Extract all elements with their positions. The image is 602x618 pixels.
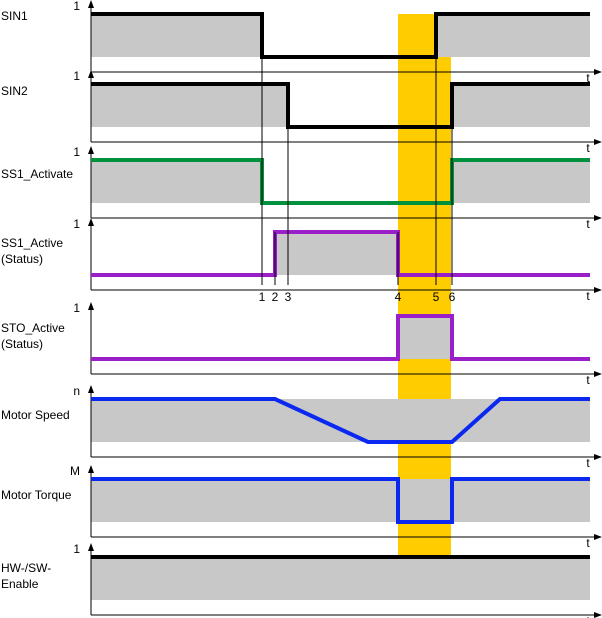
y-tick-label-ss1-active: 1 <box>73 217 80 231</box>
event-marker-lines <box>261 57 453 285</box>
waveform-sin2 <box>91 82 590 129</box>
signal-fill-motor-torque <box>91 479 590 522</box>
signal-label-hw-sw-enable: HW-/SW- <box>1 561 51 575</box>
signal-panel-motor-speed: n t Motor Speed <box>1 384 602 470</box>
signal-panel-sto-active: 1 t STO_Active (Status) <box>1 301 602 387</box>
signal-fill-ss1-activate <box>91 160 262 203</box>
marker-label-4: 4 <box>395 290 402 304</box>
y-tick-label-sin1: 1 <box>73 0 80 13</box>
marker-label-1: 1 <box>259 290 266 304</box>
waveform-ss1-activate <box>91 158 590 205</box>
y-tick-label-ss1-activate: 1 <box>73 145 80 159</box>
time-axis-label-sto-active: t <box>586 373 590 387</box>
y-tick-label-hw-sw-enable: 1 <box>73 542 80 556</box>
signal-label-motor-speed: Motor Speed <box>1 408 70 422</box>
time-axis-label-hw-sw-enable: t <box>586 614 590 618</box>
signal-fill-sin1 <box>91 14 262 57</box>
signal-fill-motor-speed <box>91 399 590 442</box>
signal-fill-sto-active <box>398 316 452 359</box>
waveform-motor-speed <box>91 397 590 444</box>
y-tick-label-sto-active: 1 <box>73 301 80 315</box>
waveform-sto-active <box>91 314 590 361</box>
signal-panel-hw-sw-enable: 1 t HW-/SW- Enable <box>1 542 602 618</box>
time-axis-label-sin2: t <box>586 141 590 155</box>
signal-label-sin1: SIN1 <box>1 9 28 23</box>
y-tick-label-motor-torque: M <box>70 464 80 478</box>
y-tick-label-sin2: 1 <box>73 69 80 83</box>
time-axis-label-ss1-activate: t <box>586 217 590 231</box>
y-tick-label-motor-speed: n <box>73 384 80 398</box>
signal-fill-hw-sw-enable <box>91 557 590 600</box>
signal-label-sto-active: (Status) <box>1 337 43 351</box>
waveform-sin1 <box>91 12 590 59</box>
signal-label-hw-sw-enable: Enable <box>1 577 39 591</box>
marker-label-3: 3 <box>285 290 292 304</box>
marker-label-5: 5 <box>433 290 440 304</box>
waveform-motor-torque <box>91 477 590 524</box>
time-axis-label-ss1-active: t <box>586 289 590 303</box>
signal-panel-sin2: 1 t SIN2 <box>1 69 602 155</box>
event-marker-labels: 1 2 3 4 5 6 <box>259 290 456 304</box>
signal-panel-ss1-active: 1 t SS1_Active (Status) <box>1 217 602 303</box>
signal-label-sto-active: STO_Active <box>1 321 65 335</box>
highlight-band <box>398 14 451 556</box>
signal-fill-sin2 <box>452 84 590 127</box>
time-axis-label-motor-torque: t <box>586 536 590 550</box>
signal-label-ss1-active: (Status) <box>1 252 43 266</box>
marker-label-6: 6 <box>449 290 456 304</box>
signal-fill-ss1-activate <box>452 160 590 203</box>
marker-label-2: 2 <box>272 290 279 304</box>
signal-panel-sin1: 1 t SIN1 <box>1 0 602 85</box>
signal-fill-sin2 <box>91 84 288 127</box>
signal-panel-ss1-activate: 1 t SS1_Activate <box>1 145 602 231</box>
signal-panel-motor-torque: Mt Motor Torque <box>1 464 602 550</box>
signal-label-ss1-activate: SS1_Activate <box>1 167 73 181</box>
time-axis-label-motor-speed: t <box>586 456 590 470</box>
signal-fill-sin1 <box>436 14 590 57</box>
time-axis-label-sin1: t <box>586 71 590 85</box>
signal-label-sin2: SIN2 <box>1 84 28 98</box>
signal-fill-ss1-active <box>275 232 398 275</box>
signal-label-motor-torque: Motor Torque <box>1 488 72 502</box>
waveform-ss1-active <box>91 230 590 277</box>
signal-label-ss1-active: SS1_Active <box>1 236 63 250</box>
